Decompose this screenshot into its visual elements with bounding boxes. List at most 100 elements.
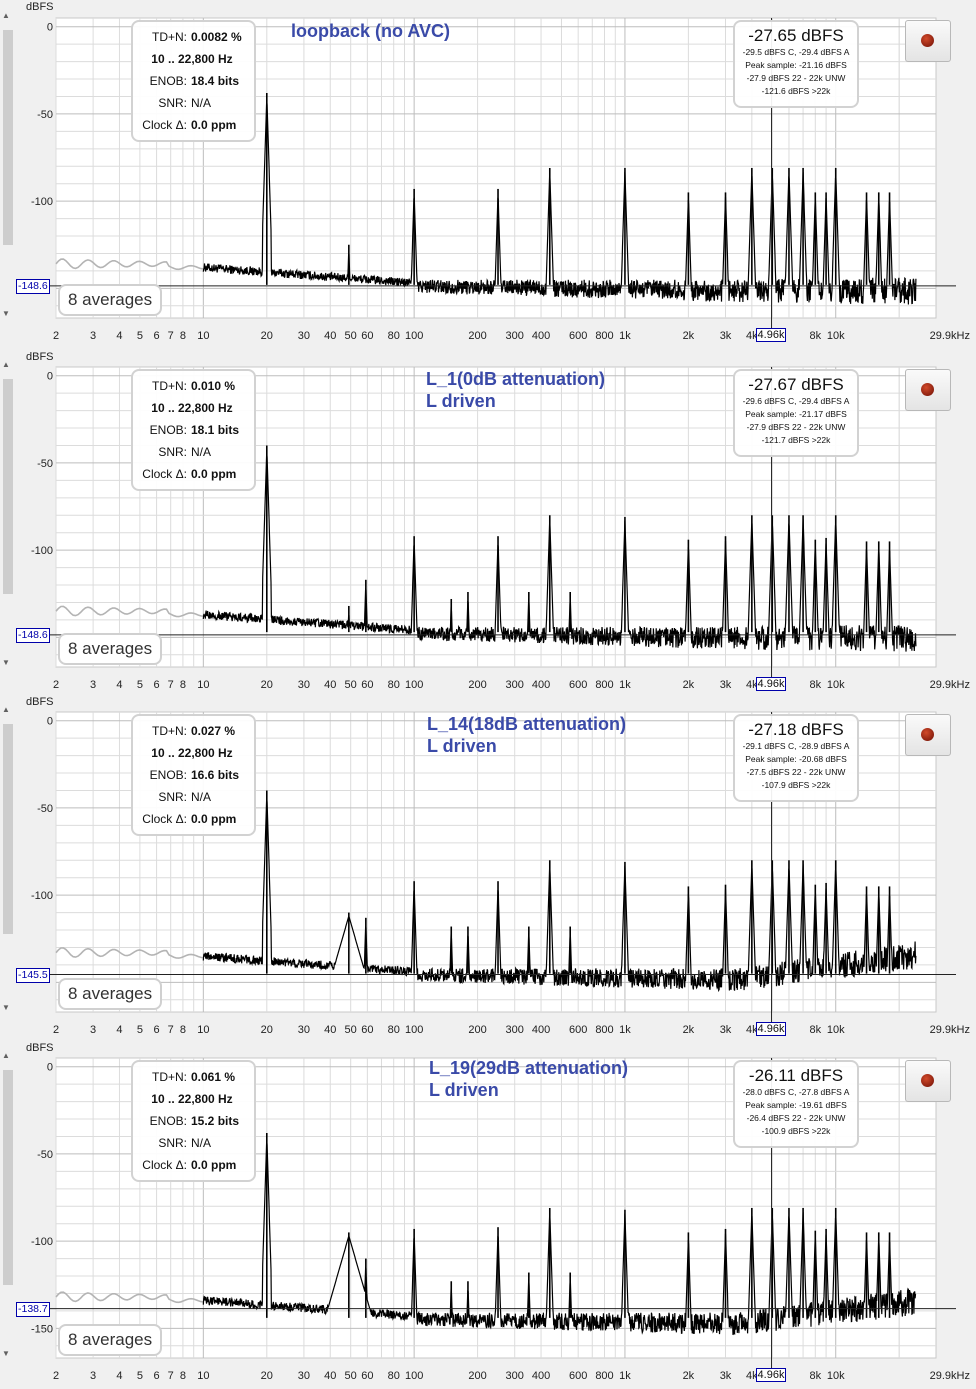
x-tick-label: 29.9kHz [930, 679, 970, 691]
x-tick-label: 200 [468, 1370, 486, 1382]
y-axis-unit: dBFS [26, 696, 54, 708]
x-tick-label: 800 [595, 679, 613, 691]
x-tick-label: 40 [324, 1370, 336, 1382]
x-tick-label: 1k [619, 330, 631, 342]
floor-marker-label[interactable]: -148.6 [16, 278, 50, 294]
stats-row: 10 .. 22,800 Hz [133, 742, 251, 764]
chart-title-line: loopback (no AVC) [291, 21, 450, 41]
x-tick-label: 100 [405, 1024, 423, 1036]
x-tick-label: 400 [532, 679, 550, 691]
x-tick-label: 60 [361, 679, 373, 691]
vertical-scrollbar[interactable] [2, 367, 14, 669]
x-tick-label: 7 [168, 1024, 174, 1036]
x-tick-label: 4 [116, 679, 122, 691]
x-tick-label: 4 [116, 330, 122, 342]
x-tick-label: 1k [619, 679, 631, 691]
level-detail-line: -27.9 dBFS 22 - 22k UNW [746, 73, 846, 83]
stats-label: TD+N: [151, 379, 187, 393]
record-button[interactable] [905, 369, 951, 411]
scroll-down-arrow-icon[interactable]: ▼ [2, 309, 10, 318]
x-tick-label: 40 [324, 1024, 336, 1036]
x-tick-label: 80 [388, 330, 400, 342]
scroll-down-arrow-icon[interactable]: ▼ [2, 658, 10, 667]
scroll-up-arrow-icon[interactable]: ▲ [2, 1051, 10, 1060]
x-tick-label: 600 [569, 1370, 587, 1382]
y-tick-label: 0 [47, 1062, 53, 1074]
stats-label: SNR: [158, 445, 187, 459]
chart-title: L_1(0dB attenuation) L driven [426, 368, 605, 412]
y-axis-unit: dBFS [26, 1, 54, 13]
vertical-scrollbar[interactable] [2, 712, 14, 1014]
stats-row: SNR: N/A [133, 441, 251, 463]
x-tick-label: 800 [595, 330, 613, 342]
y-axis-unit: dBFS [26, 1042, 54, 1054]
plot-area[interactable]: 0 -50 -100 2 3 4 5 6 7 8 10 20 30 40 50 60 80 100 200 300 40… [0, 349, 976, 694]
chart-title-line: L_1(0dB attenuation) [426, 369, 606, 389]
stats-value: 0.0 ppm [191, 1158, 237, 1172]
x-tick-label: 8k [809, 1370, 821, 1382]
cursor-frequency-label[interactable]: 4.96k [755, 677, 787, 691]
stats-value: 0.0082 % [191, 30, 242, 44]
scroll-down-arrow-icon[interactable]: ▼ [2, 1349, 10, 1358]
y-tick-label: -100 [31, 890, 53, 902]
scrollbar-thumb[interactable] [3, 379, 13, 594]
stats-label: ENOB: [149, 768, 187, 782]
x-tick-label: 2 [53, 330, 59, 342]
cursor-frequency-label[interactable]: 4.96k [755, 1368, 787, 1382]
scroll-up-arrow-icon[interactable]: ▲ [2, 360, 10, 369]
stats-value: 0.0 ppm [191, 467, 237, 481]
level-detail-line: -121.7 dBFS >22k [761, 435, 831, 445]
measurement-stats-box: TD+N: 0.0082 % 10 .. 22,800 Hz ENOB: 18.4 bi… [131, 20, 256, 142]
vertical-scrollbar[interactable] [2, 18, 14, 320]
scroll-up-arrow-icon[interactable]: ▲ [2, 11, 10, 20]
spectrum-panel-2: ▲ ▼ dBFS 0 -50 -100 2 3 4 5 6 7 8 10 20 30 40 50 60 80 100 20… [0, 349, 976, 694]
stats-value: N/A [191, 790, 212, 804]
level-main-value: -27.18 dBFS [748, 720, 844, 739]
level-main-value: -26.11 dBFS [748, 1066, 844, 1085]
spectrum-panel-1: ▲ ▼ dBFS 0 -50 -100 2 3 4 5 6 7 8 10 20 30 40 50 60 80 100 20… [0, 0, 976, 345]
chart-title: loopback (no AVC) [291, 20, 450, 42]
x-tick-label: 3k [720, 1370, 732, 1382]
cursor-frequency-label[interactable]: 4.96k [755, 1022, 787, 1036]
floor-marker-label[interactable]: -148.6 [16, 627, 50, 643]
trace-below-10hz [55, 605, 204, 618]
level-detail-line: Peak sample: -19.61 dBFS [745, 1100, 847, 1110]
scroll-down-arrow-icon[interactable]: ▼ [2, 1003, 10, 1012]
x-tick-label: 60 [361, 330, 373, 342]
x-tick-label: 30 [298, 1024, 310, 1036]
spectrum-panel-4: ▲ ▼ dBFS 0 -50 -100 -150 2 3 4 5 6 7 8 10 20 30 40 50 60 80 1… [0, 1040, 976, 1385]
cursor-frequency-label[interactable]: 4.96k [755, 328, 787, 342]
stats-value: N/A [191, 1136, 212, 1150]
x-tick-label: 1k [619, 1024, 631, 1036]
record-button[interactable] [905, 1060, 951, 1102]
vertical-scrollbar[interactable] [2, 1058, 14, 1360]
averages-badge: 8 averages [58, 284, 163, 316]
scrollbar-thumb[interactable] [3, 1070, 13, 1285]
x-tick-label: 2 [53, 679, 59, 691]
scroll-up-arrow-icon[interactable]: ▲ [2, 705, 10, 714]
x-tick-label: 80 [388, 1370, 400, 1382]
record-button[interactable] [905, 714, 951, 756]
x-tick-label: 600 [569, 679, 587, 691]
y-tick-label: -50 [37, 803, 53, 815]
x-tick-label: 100 [405, 1370, 423, 1382]
stats-row: SNR: N/A [133, 92, 251, 114]
x-tick-label: 40 [324, 679, 336, 691]
x-tick-label: 50 [345, 330, 357, 342]
x-tick-label: 300 [506, 1024, 524, 1036]
scrollbar-thumb[interactable] [3, 30, 13, 245]
averages-badge: 8 averages [58, 1324, 163, 1356]
chart-title-line: L_19(29dB attenuation) [429, 1058, 629, 1078]
level-detail-line: -26.4 dBFS 22 - 22k UNW [746, 1113, 846, 1123]
scrollbar-thumb[interactable] [3, 724, 13, 934]
x-tick-label: 7 [168, 679, 174, 691]
x-tick-label: 400 [532, 1024, 550, 1036]
x-tick-label: 20 [261, 1024, 273, 1036]
floor-marker-label[interactable]: -138.7 [16, 1301, 50, 1317]
x-tick-label: 400 [532, 330, 550, 342]
x-tick-label: 3 [90, 1024, 96, 1036]
floor-marker-label[interactable]: -145.5 [16, 967, 50, 983]
record-button[interactable] [905, 20, 951, 62]
x-tick-label: 29.9kHz [930, 1370, 970, 1382]
stats-row: TD+N: 0.061 % [133, 1066, 251, 1088]
